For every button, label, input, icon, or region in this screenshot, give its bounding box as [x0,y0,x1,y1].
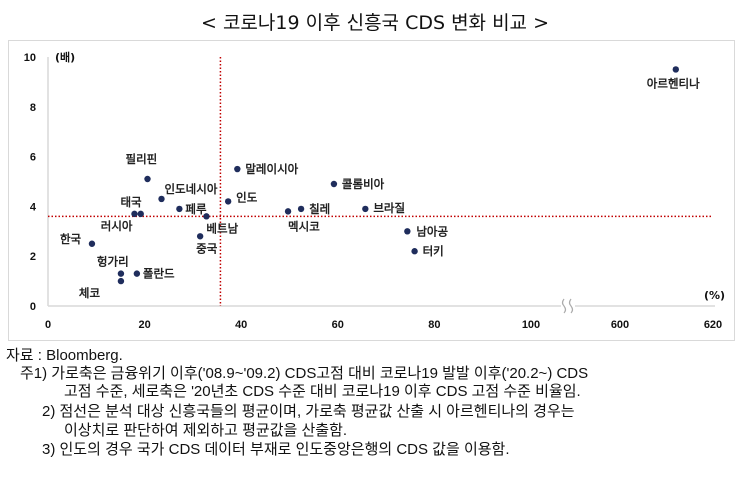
data-point [117,277,125,285]
x-tick-label: 100 [522,319,540,331]
point-label: 베트남 [206,221,238,235]
axis-break-icon [568,298,574,314]
point-label: 체코 [79,286,101,300]
x-tick-label: 60 [332,319,344,331]
axis-break-icon [561,298,567,314]
data-point [411,248,418,255]
data-point [362,205,369,213]
data-point [133,270,141,277]
data-point [203,213,210,220]
point-label: 터키 [423,244,444,258]
y-tick-label: 2 [30,251,36,263]
point-label: 콜롬비아 [342,177,385,191]
x-tick-label: 20 [138,319,150,331]
point-label: 말레이시아 [245,162,298,176]
footnote-1-line-1: 주1) 가로축은 금융위기 이후('08.9~'09.2) CDS고점 대비 코… [20,365,589,382]
footnote-3: 3) 인도의 경우 국가 CDS 데이터 부재로 인도중앙은행의 CDS 값을 … [42,441,510,458]
data-point [117,270,125,277]
point-label: 인도네시아 [165,182,218,196]
footnote-1-line-2: 고점 수준, 세로축은 '20년초 CDS 수준 대비 코로나19 이후 CDS… [64,383,581,400]
data-point [284,208,292,215]
source-note: 자료 : Bloomberg. [6,347,123,364]
point-label: 중국 [196,241,218,255]
data-point [144,175,151,183]
chart-frame [8,40,735,341]
point-label: 브라질 [373,201,405,215]
data-point [234,165,241,173]
y-tick-label: 0 [30,301,36,313]
footnote-2-line-1: 2) 점선은 분석 대상 신흥국들의 평균이며, 가로축 평균값 산출 시 아르… [42,403,575,420]
y-tick-label: 10 [24,52,36,64]
data-point [196,233,204,240]
x-tick-label: 0 [45,319,51,331]
data-point [88,240,96,247]
data-point [176,205,183,213]
data-point [158,195,165,203]
x-tick-label: 80 [428,319,440,331]
data-point [297,205,305,213]
point-label: 남아공 [416,224,448,238]
footnote-2-line-2: 이상치로 판단하여 제외하고 평균값을 산출함. [64,422,348,439]
x-tick-label: 40 [235,319,247,331]
data-point [224,198,232,205]
data-point [137,210,144,218]
point-label: 칠레 [309,202,330,216]
y-tick-label: 6 [30,152,36,164]
y-tick-label: 4 [30,201,37,213]
point-label: 태국 [120,195,142,209]
x-tick-label: 620 [704,319,722,331]
point-label: 러시아 [101,219,133,233]
x-axis-unit: (%) [704,289,725,302]
point-label: 필리핀 [125,152,157,166]
chart-title: < 코로나19 이후 신흥국 CDS 변화 비교 > [200,12,549,34]
point-label: 인도 [236,190,258,204]
y-tick-label: 8 [30,102,36,114]
y-axis-unit: (배) [55,50,75,64]
point-label: 페루 [185,202,207,216]
axis-break-gap [561,300,575,312]
data-point [404,228,411,235]
point-label: 한국 [60,232,82,246]
data-point [672,66,679,73]
point-label: 폴란드 [143,267,175,281]
point-label: 멕시코 [288,219,320,233]
x-tick-label: 600 [611,319,629,331]
point-label: 헝가리 [97,255,129,269]
data-point [330,180,338,188]
data-point [131,210,138,218]
point-label: 아르헨티나 [647,76,700,90]
